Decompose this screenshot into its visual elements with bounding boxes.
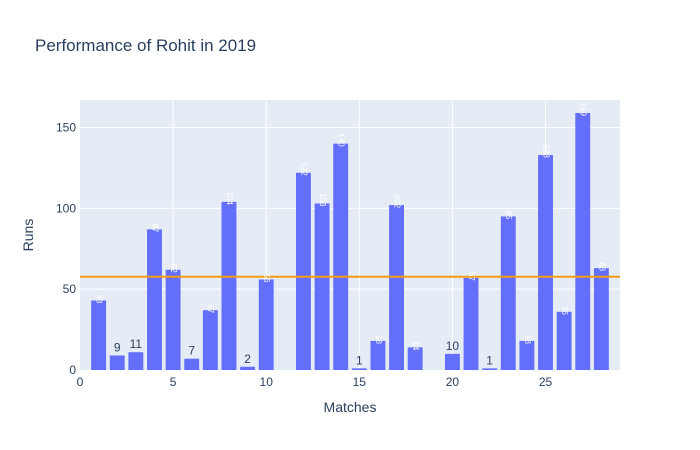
x-axis-title: Matches: [324, 399, 377, 415]
bar: [165, 269, 181, 370]
bar-value-label: 140: [337, 133, 346, 147]
bar: [519, 340, 535, 370]
bars: [91, 112, 609, 370]
bar: [240, 366, 256, 370]
bar-value-label: 62: [169, 264, 178, 273]
bar: [556, 311, 572, 370]
bar-value-label: 11: [130, 337, 143, 351]
bar-value-label: 95: [504, 211, 513, 220]
x-tick-label: 25: [539, 375, 553, 389]
bar-value-label: 104: [225, 191, 234, 205]
bar: [575, 112, 591, 370]
bar-value-label: 56: [262, 274, 271, 283]
bar: [221, 201, 237, 370]
y-tick-label: 0: [69, 363, 76, 377]
bar: [482, 368, 498, 370]
bar-value-label: 63: [597, 262, 606, 271]
bar-value-label: 122: [299, 162, 308, 176]
bar: [91, 300, 107, 370]
bar-value-label: 133: [541, 145, 550, 159]
bar-value-label: 18: [523, 335, 532, 344]
bar-value-label: 36: [560, 306, 569, 315]
bar: [407, 347, 423, 370]
bar-value-label: 43: [95, 295, 104, 304]
bar: [444, 353, 460, 370]
bar-value-label: 87: [150, 223, 159, 232]
bar-value-label: 1: [486, 353, 493, 367]
bar: [202, 310, 218, 370]
x-tick-label: 0: [77, 375, 84, 389]
bar-value-label: 57: [467, 272, 476, 281]
bar: [128, 352, 144, 370]
bar: [500, 216, 516, 370]
bar: [463, 277, 479, 370]
bar: [184, 358, 200, 370]
x-tick-label: 20: [446, 375, 460, 389]
bar: [109, 355, 125, 370]
bar-value-label: 2: [244, 352, 251, 366]
y-axis-ticks: 0 50 100 150: [56, 120, 76, 377]
bar: [258, 279, 274, 370]
x-axis-ticks: 0 5 10 15 20 25: [77, 375, 553, 389]
bar-value-label: 14: [411, 341, 420, 350]
bar: [314, 203, 330, 370]
x-tick-label: 10: [260, 375, 274, 389]
bar: [351, 368, 367, 370]
bar-value-label: 37: [206, 304, 215, 313]
y-tick-label: 50: [63, 282, 77, 296]
x-tick-label: 15: [353, 375, 367, 389]
bar: [333, 143, 349, 370]
bar: [370, 340, 386, 370]
bar: [389, 205, 404, 370]
bar-labels: 43 9 11 87 62 7 37 104 2 56 122 103 140 1 18 102 14 10 57 1…: [95, 103, 607, 368]
bar-value-label: 10: [446, 339, 460, 353]
y-tick-label: 100: [56, 201, 76, 215]
bar: [593, 268, 609, 370]
bar: [296, 172, 311, 370]
bar-value-label: 7: [188, 344, 195, 358]
bar-value-label: 102: [392, 195, 401, 209]
bar-value-label: 18: [374, 335, 383, 344]
y-tick-label: 150: [56, 120, 76, 134]
bar-value-label: 1: [356, 353, 363, 367]
x-tick-label: 5: [170, 375, 177, 389]
bar-value-label: 103: [318, 193, 327, 207]
y-axis-title: Runs: [20, 219, 36, 252]
chart-title: Performance of Rohit in 2019: [35, 36, 256, 55]
bar-value-label: 9: [114, 340, 121, 354]
bar: [538, 154, 553, 370]
bar-value-label: 159: [579, 103, 588, 117]
bar: [147, 229, 162, 370]
